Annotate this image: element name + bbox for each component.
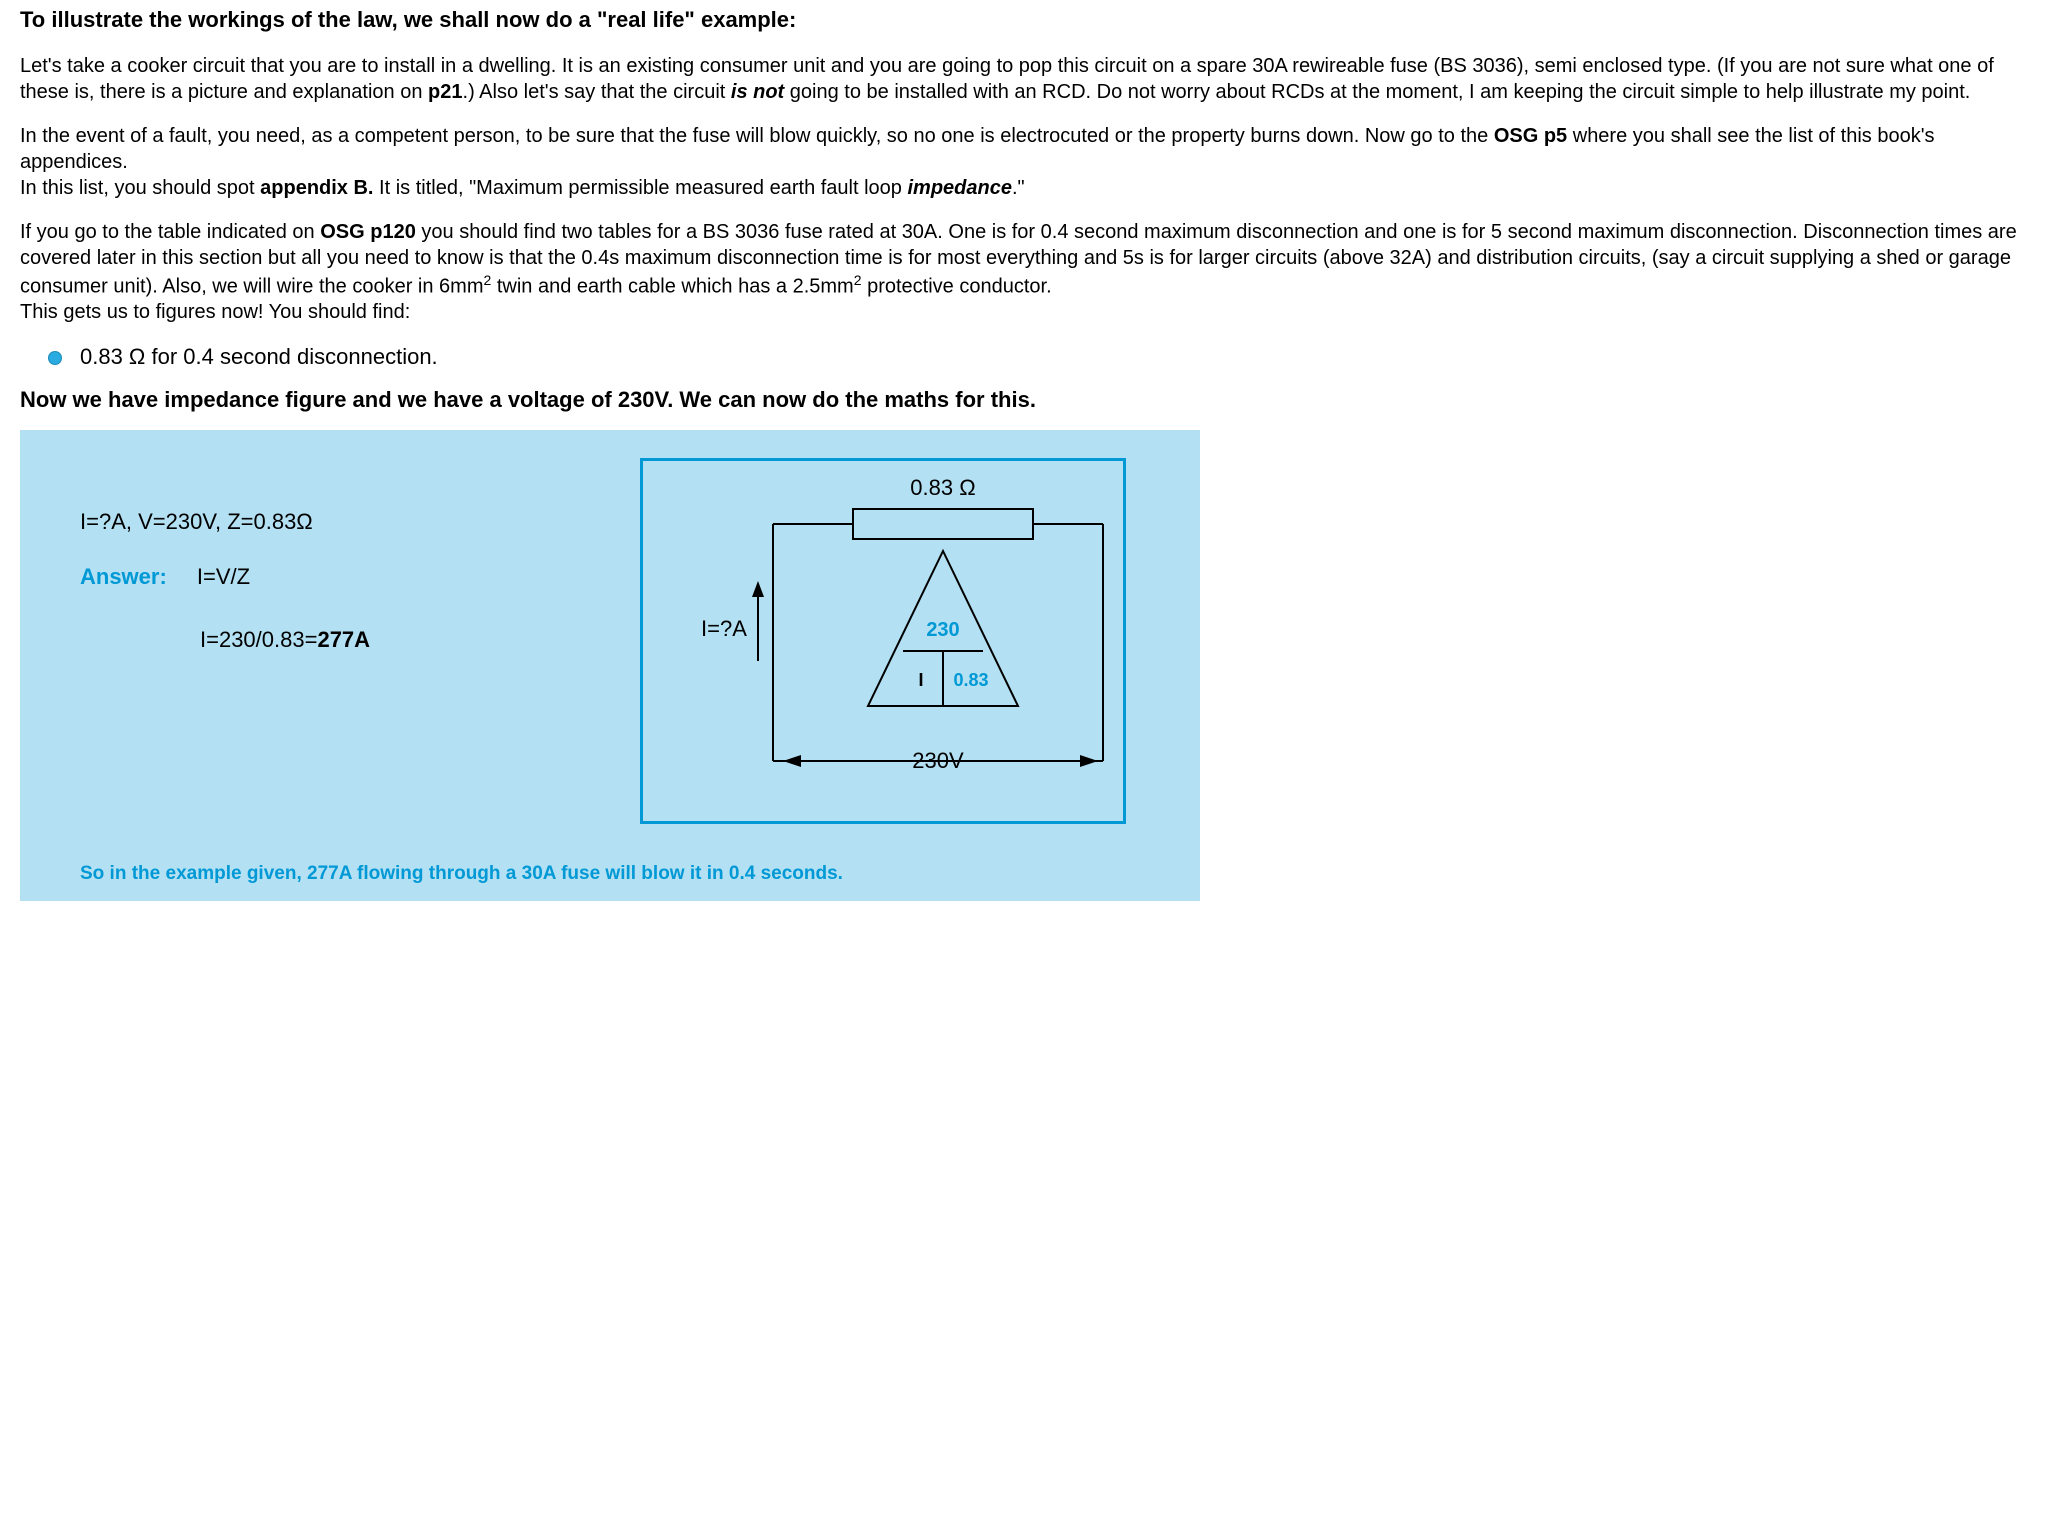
current-label: I=?A (701, 616, 747, 641)
triangle-right-label: 0.83 (953, 670, 988, 690)
answer-label: Answer: (80, 564, 167, 589)
calculation-text: I=?A, V=230V, Z=0.83Ω Answer: I=V/Z I=23… (80, 458, 640, 654)
calculation-box: I=?A, V=230V, Z=0.83Ω Answer: I=V/Z I=23… (20, 430, 1200, 901)
triangle-left-label: I (918, 670, 923, 690)
result-value: 277A (317, 627, 370, 652)
text: In the event of a fault, you need, as a … (20, 125, 1494, 147)
emphasis-impedance: impedance (907, 177, 1011, 199)
voltage-label: 230V (912, 748, 964, 773)
arrow-right-icon (1080, 755, 1098, 767)
page-heading: To illustrate the workings of the law, w… (20, 6, 2028, 35)
text: In this list, you should spot (20, 177, 260, 199)
text: If you go to the table indicated on (20, 221, 320, 243)
text: It is titled, "Maximum permissible measu… (374, 177, 908, 199)
arrow-up-icon (752, 581, 764, 597)
conclusion-text: So in the example given, 277A flowing th… (80, 862, 1140, 887)
circuit-svg: 0.83 Ω I=?A 230V (643, 461, 1123, 821)
text: twin and earth cable which has a 2.5mm (491, 275, 853, 297)
resistor-icon (853, 509, 1033, 539)
text: protective conductor. (862, 275, 1052, 297)
bullet-icon (48, 351, 62, 365)
formula: I=V/Z (197, 564, 250, 589)
ref-osg-p120: OSG p120 (320, 221, 416, 243)
circuit-diagram: 0.83 Ω I=?A 230V (640, 458, 1126, 824)
impedance-label: 0.83 Ω (910, 475, 975, 500)
paragraph-3: If you go to the table indicated on OSG … (20, 219, 2028, 326)
arrow-left-icon (783, 755, 801, 767)
bullet-item: 0.83 Ω for 0.4 second disconnection. (48, 343, 2028, 372)
paragraph-1: Let's take a cooker circuit that you are… (20, 53, 2028, 105)
subheading: Now we have impedance figure and we have… (20, 386, 2028, 415)
given-values: I=?A, V=230V, Z=0.83Ω (80, 508, 640, 537)
text: going to be installed with an RCD. Do no… (784, 81, 1970, 103)
paragraph-2: In the event of a fault, you need, as a … (20, 123, 2028, 201)
triangle-top-label: 230 (926, 619, 959, 641)
ref-osg-p5: OSG p5 (1494, 125, 1567, 147)
text: This gets us to figures now! You should … (20, 301, 410, 323)
text: .) Also let's say that the circuit (463, 81, 731, 103)
bullet-text: 0.83 Ω for 0.4 second disconnection. (80, 343, 438, 372)
superscript: 2 (854, 272, 862, 288)
result-calc: I=230/0.83= (200, 627, 317, 652)
text: ." (1012, 177, 1025, 199)
emphasis-isnot: is not (731, 81, 784, 103)
ref-p21: p21 (428, 81, 462, 103)
ref-appendix-b: appendix B. (260, 177, 373, 199)
